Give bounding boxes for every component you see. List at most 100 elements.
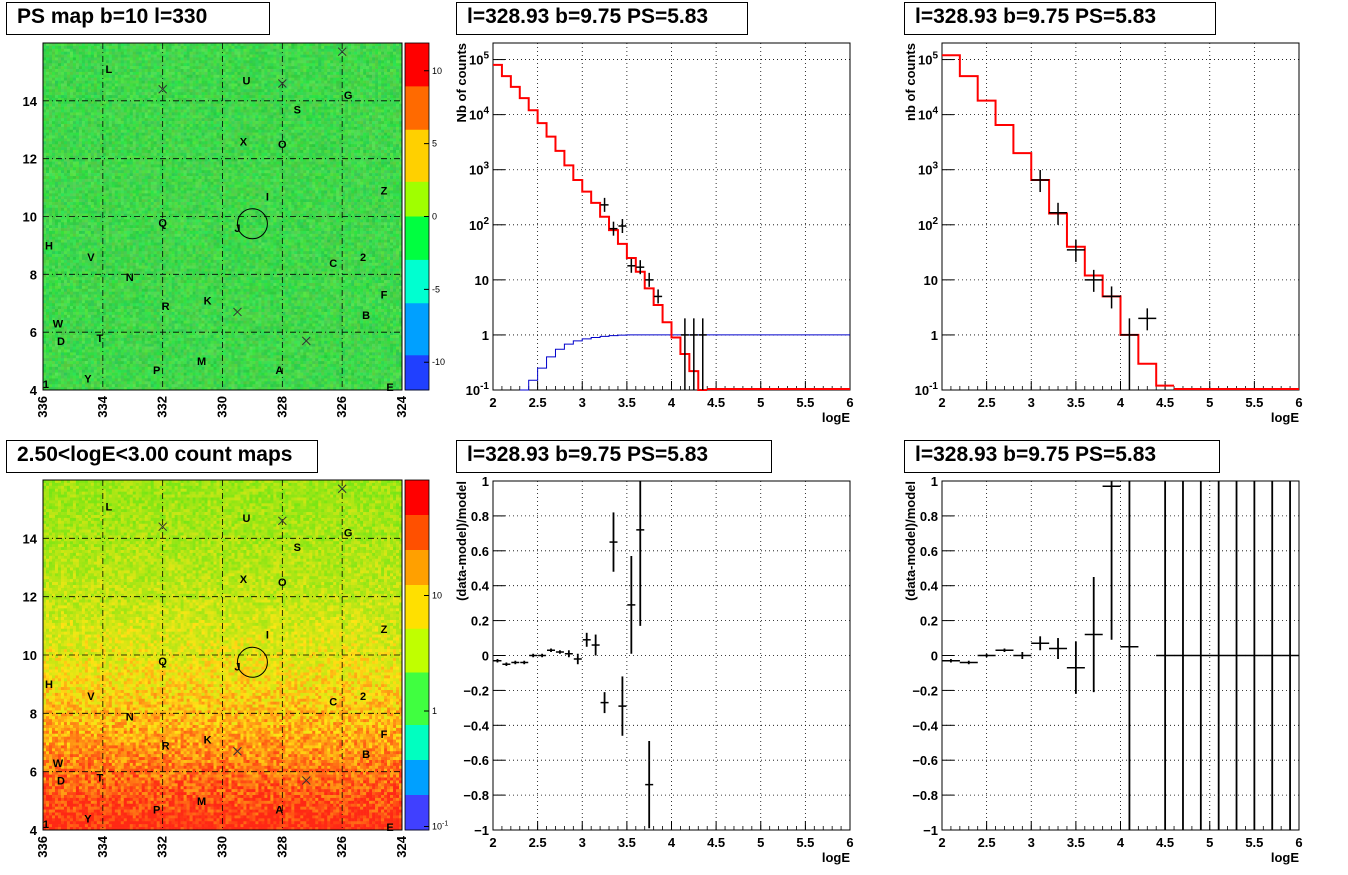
source-label: U: [242, 76, 250, 88]
x-tick-label: 3: [579, 835, 586, 850]
x-tick-label: 3: [1028, 835, 1035, 850]
y-tick-label: 104: [469, 106, 489, 123]
x-tick-label: 2.5: [529, 835, 547, 850]
x-tick-label: 3: [579, 395, 586, 410]
x-tick-label: 5.5: [796, 835, 814, 850]
colorbar-cell: [405, 259, 429, 270]
cross-marker: [277, 79, 287, 88]
source-label: W: [53, 318, 64, 330]
map-x-tick-label: 326: [334, 396, 349, 418]
y-tick-label: 103: [469, 161, 489, 178]
map-y-tick-label: 4: [30, 823, 38, 838]
colorbar-cell: [405, 795, 429, 805]
map-x-tick-label: 328: [274, 836, 289, 858]
colorbar-cell: [405, 803, 429, 813]
colorbar-cell: [405, 751, 429, 761]
colorbar-cell: [405, 138, 429, 148]
source-label: I: [266, 191, 269, 203]
y-tick-label: −0.4: [463, 718, 489, 733]
x-tick-label: 5: [757, 835, 764, 850]
colorbar-cell: [405, 381, 429, 391]
source-label: X: [240, 136, 248, 148]
colorbar-cell: [405, 337, 429, 348]
colorbar-cell: [405, 550, 429, 560]
colorbar-cell: [405, 268, 429, 278]
map-x-tick-label: 330: [215, 396, 230, 418]
source-label: L: [105, 64, 112, 76]
colorbar-cell: [405, 725, 429, 735]
source-label: A: [275, 365, 283, 377]
colorbar-cell: [405, 541, 429, 551]
colorbar-cell: [405, 593, 429, 603]
source-label: V: [87, 252, 95, 264]
colorbar-cell: [405, 372, 429, 382]
y-tick-label: −0.6: [912, 753, 938, 768]
map-x-tick-label: 330: [215, 836, 230, 858]
source-label: S: [294, 105, 301, 117]
plot-frame: [492, 480, 851, 831]
colorbar-cell: [405, 355, 429, 365]
map-pixels: [43, 480, 403, 831]
source-label: R: [162, 740, 170, 752]
source-label: K: [204, 735, 212, 747]
y-tick-label: 105: [469, 51, 489, 68]
colorbar-cell: [405, 786, 429, 796]
colorbar-cell: [405, 760, 429, 770]
colorbar-cell: [405, 812, 429, 822]
x-tick-label: 2.5: [529, 395, 547, 410]
y-tick-label: 0.8: [920, 509, 938, 524]
x-tick-label: 3.5: [1067, 835, 1085, 850]
colorbar-tick-label: 10: [432, 591, 442, 601]
source-label: L: [105, 501, 112, 513]
y-tick-label: 0.4: [920, 579, 939, 594]
colorbar-cell: [405, 103, 429, 113]
y-tick-label: −1: [474, 823, 489, 838]
y-tick-label: 1: [931, 328, 938, 343]
source-label: D: [57, 336, 65, 348]
colorbar-cell: [405, 207, 429, 217]
y-tick-label: 105: [918, 51, 938, 68]
map-y-tick-label: 6: [30, 765, 37, 780]
source-label: C: [329, 697, 337, 709]
colorbar-cell: [405, 567, 429, 577]
colorbar-tick-label: 0: [432, 212, 437, 222]
y-tick-label: 102: [469, 216, 489, 233]
x-tick-label: 2.5: [978, 835, 996, 850]
y-tick-label: −0.8: [912, 788, 938, 803]
source-label: Y: [84, 813, 92, 825]
source-label: Q: [158, 656, 167, 668]
y-tick-label: −0.2: [912, 683, 938, 698]
x-tick-label: 5.5: [1245, 395, 1263, 410]
colorbar-cell: [405, 147, 429, 157]
map-y-tick-label: 8: [30, 706, 37, 721]
map-x-tick-label: 332: [155, 396, 170, 418]
colorbar-cell: [405, 225, 429, 235]
map-x-tick-label: 334: [95, 395, 110, 417]
source-label: Z: [381, 185, 388, 197]
colorbar-frame: [404, 479, 430, 831]
cross-marker: [233, 746, 242, 756]
source-label: 1: [43, 819, 49, 831]
source-label: X: [240, 574, 248, 586]
cross-marker: [301, 336, 311, 346]
colorbar-cell: [405, 43, 429, 53]
colorbar-cell: [405, 611, 429, 621]
y-tick-label: 1: [482, 328, 489, 343]
source-label: 2: [360, 691, 366, 703]
colorbar-cell: [405, 277, 429, 287]
colorbar-cell: [405, 480, 429, 490]
x-tick-label: 3.5: [618, 395, 636, 410]
colorbar-cell: [405, 777, 429, 787]
colorbar-cell: [405, 216, 429, 226]
colorbar-tick-label: -5: [432, 284, 440, 294]
source-label: 2: [360, 252, 366, 264]
plot-panel-2: 2 2.5 3 3.5 4 4.5 5 5.5 6 10-1 1 10 102 103 104 105 logE…: [454, 42, 854, 425]
source-circle: [236, 208, 268, 240]
colorbar-cell: [405, 181, 429, 191]
map-x-tick-label: 324: [394, 835, 409, 857]
x-tick-label: 4.5: [1156, 395, 1174, 410]
colorbar-cell: [405, 646, 429, 656]
colorbar-tick-label: -10: [432, 357, 445, 367]
plot-panel-3: 2 2.5 3 3.5 4 4.5 5 5.5 6 10-1 1 10 102 103 104 105 logE…: [903, 42, 1303, 425]
